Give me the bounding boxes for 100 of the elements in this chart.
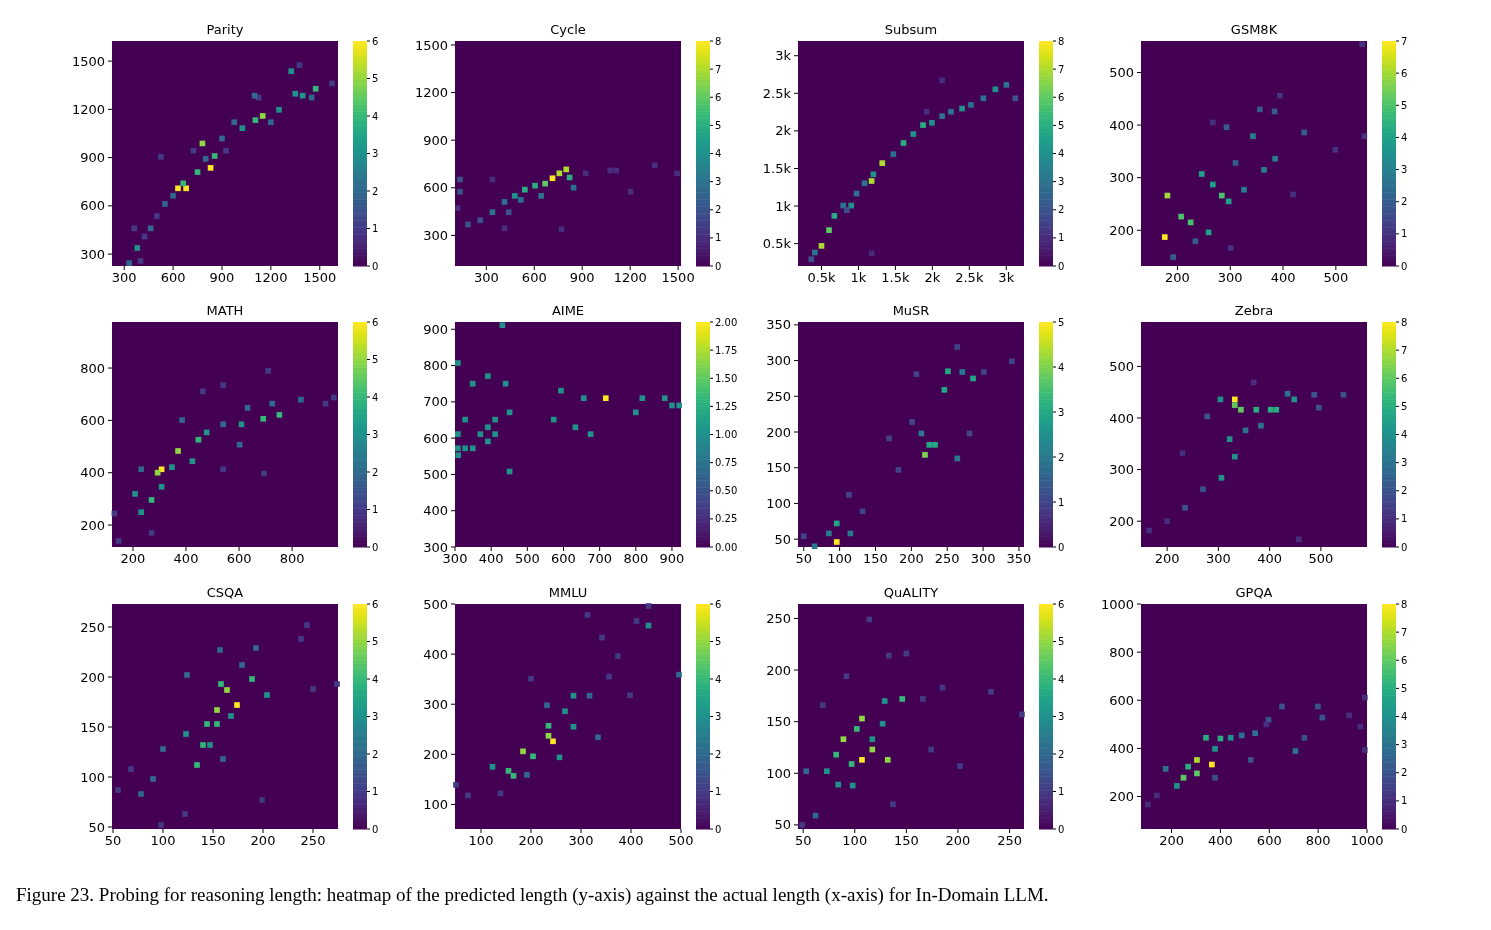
point xyxy=(532,182,538,189)
y-tick-label: 50 xyxy=(88,819,105,835)
point xyxy=(244,404,251,411)
point xyxy=(676,402,683,409)
color-bar-label: 6 xyxy=(372,35,379,47)
point xyxy=(954,455,961,462)
point xyxy=(881,698,888,704)
y-tick-label: 50 xyxy=(774,531,791,547)
point xyxy=(1161,234,1168,240)
point xyxy=(224,687,230,693)
x-tick-label: 400 xyxy=(173,551,199,566)
color-bar-label: 8 xyxy=(1401,598,1408,610)
point xyxy=(520,748,526,755)
chart-title: Cycle xyxy=(550,22,586,37)
point xyxy=(200,742,206,748)
point xyxy=(545,732,552,739)
point xyxy=(808,256,815,263)
point xyxy=(126,260,132,266)
point xyxy=(477,431,484,437)
x-tick-label: 100 xyxy=(842,833,868,848)
point xyxy=(249,676,255,682)
point xyxy=(1284,390,1291,397)
y-tick-label: 200 xyxy=(766,424,791,440)
chart-title: Zebra xyxy=(1234,303,1274,318)
color-bar-label: 2 xyxy=(1058,748,1065,760)
x-tick-label: 100 xyxy=(827,551,853,566)
color-bar-label: 6 xyxy=(715,598,722,610)
point xyxy=(1198,171,1205,177)
color-bar-label: 1 xyxy=(1401,513,1408,525)
color-bar-label: 5 xyxy=(715,119,722,131)
point xyxy=(854,726,860,732)
color-bar-label: 1 xyxy=(372,504,379,515)
color-bar-label: 4 xyxy=(1401,131,1408,143)
x-tick-label: 2.5k xyxy=(955,270,984,285)
color-bar-label: 4 xyxy=(1058,148,1065,159)
color-bar-label: 4 xyxy=(715,673,722,685)
point xyxy=(259,113,266,119)
point xyxy=(627,692,633,699)
y-tick-label: 1200 xyxy=(414,85,448,101)
x-tick-label: 500 xyxy=(514,551,540,566)
y-tick-label: 200 xyxy=(1109,222,1134,238)
point xyxy=(236,441,243,448)
point xyxy=(485,373,491,379)
x-tick-label: 50 xyxy=(795,551,813,566)
point xyxy=(803,768,810,775)
point xyxy=(329,80,335,87)
point xyxy=(800,533,807,540)
x-tick-label: 250 xyxy=(997,833,1022,848)
point xyxy=(137,258,144,264)
color-bar-label: 1 xyxy=(1401,795,1408,807)
x-tick-label: 1k xyxy=(850,270,867,285)
point xyxy=(920,122,926,128)
color-bar-label: 2 xyxy=(1058,204,1065,216)
point xyxy=(183,185,189,192)
point xyxy=(926,442,933,448)
point xyxy=(1263,721,1270,728)
y-tick-label: 3k xyxy=(775,48,792,64)
point xyxy=(228,713,234,719)
point xyxy=(1200,486,1206,493)
point xyxy=(160,746,166,752)
point xyxy=(1250,133,1256,139)
point xyxy=(1277,92,1283,99)
point xyxy=(879,720,886,727)
point xyxy=(895,467,902,473)
point xyxy=(214,707,220,713)
color-bar-label: 5 xyxy=(715,636,722,647)
x-tick-label: 250 xyxy=(300,833,326,848)
point xyxy=(189,458,196,465)
y-tick-label: 2.5k xyxy=(762,85,792,101)
point xyxy=(457,188,463,195)
point xyxy=(131,225,138,232)
y-tick-label: 250 xyxy=(766,611,791,626)
point xyxy=(231,119,238,126)
point xyxy=(269,400,276,407)
y-tick-label: 100 xyxy=(80,769,105,785)
point xyxy=(158,822,164,828)
color-bar-label: 6 xyxy=(1401,372,1408,384)
point xyxy=(1256,106,1263,113)
x-tick-label: 1500 xyxy=(303,270,337,285)
color-bar-label: 3 xyxy=(1401,457,1408,469)
color-bar-label: 0 xyxy=(1058,541,1065,553)
point xyxy=(1252,730,1258,737)
point xyxy=(1194,757,1200,763)
point xyxy=(505,209,512,216)
x-tick-label: 100 xyxy=(468,833,494,848)
point xyxy=(970,375,976,382)
point xyxy=(204,721,210,727)
point xyxy=(251,92,258,99)
point xyxy=(1361,694,1368,701)
point xyxy=(453,782,459,788)
color-bar-label: 7 xyxy=(1058,63,1065,75)
color-bar-label: 0 xyxy=(1401,541,1408,553)
point xyxy=(570,692,577,699)
color-bar-label: 5 xyxy=(1401,99,1408,111)
x-tick-label: 800 xyxy=(1305,833,1331,848)
caption: Figure 23. Probing for reasoning length: heatmap of the predicted length (y-axis) against the actual length (x-axis) for In-Domain LLM. xyxy=(16,884,1049,906)
y-tick-label: 500 xyxy=(1109,65,1134,81)
color-bar-label: 7 xyxy=(1401,35,1408,47)
point xyxy=(239,125,246,131)
x-tick-label: 3k xyxy=(998,270,1015,285)
